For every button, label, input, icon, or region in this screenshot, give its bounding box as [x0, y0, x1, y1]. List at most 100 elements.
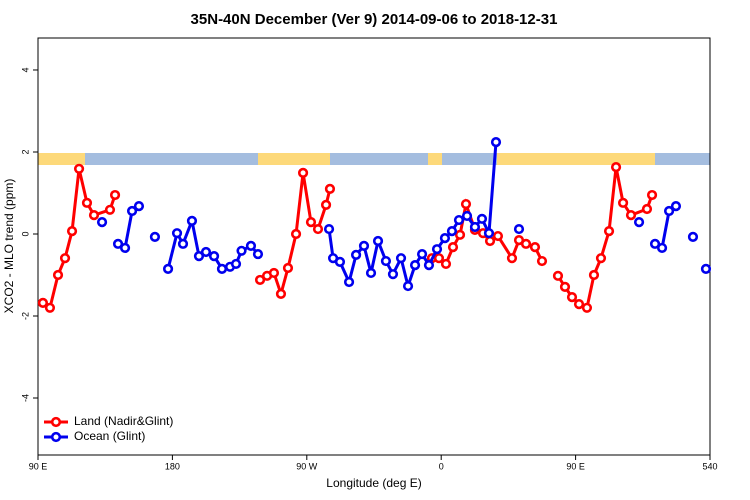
data-point — [446, 226, 458, 237]
data-point — [104, 204, 116, 215]
data-point — [559, 281, 571, 292]
data-point — [88, 210, 100, 221]
data-point — [566, 292, 578, 303]
data-point — [52, 269, 64, 281]
x-tick-label: 90 E — [566, 461, 585, 471]
data-point — [268, 267, 280, 279]
data-point — [149, 231, 161, 242]
data-point — [649, 238, 661, 249]
data-point — [66, 226, 78, 237]
x-tick-label: 90 W — [296, 461, 318, 471]
data-point — [536, 255, 548, 267]
data-point — [663, 205, 675, 217]
data-point — [323, 223, 335, 235]
data-point — [245, 240, 257, 251]
data-point — [431, 244, 443, 255]
data-point — [573, 299, 585, 310]
data-point — [44, 302, 56, 313]
data-point — [461, 210, 473, 222]
data-point — [324, 183, 336, 194]
y-tick-label: -2 — [20, 312, 30, 320]
data-point — [520, 238, 532, 249]
data-point — [254, 274, 266, 286]
data-point — [416, 248, 428, 260]
data-point — [402, 280, 414, 292]
data-point — [334, 256, 346, 267]
data-point — [236, 245, 247, 256]
data-point — [119, 242, 131, 254]
data-point — [439, 232, 451, 244]
x-tick-label: 540 — [702, 461, 717, 471]
data-point — [460, 198, 472, 210]
y-tick-label: 2 — [20, 149, 30, 154]
legend-marker — [50, 431, 62, 443]
data-point — [297, 167, 309, 178]
data-point — [343, 276, 355, 288]
land-band — [497, 153, 655, 165]
data-point — [646, 189, 658, 201]
x-tick-label: 0 — [439, 461, 444, 471]
chart-title: 35N-40N December (Ver 9) 2014-09-06 to 2… — [191, 11, 558, 28]
data-point — [275, 288, 287, 299]
data-point — [193, 251, 205, 262]
data-point — [109, 189, 121, 201]
data-point — [529, 242, 541, 253]
map-strip — [38, 153, 710, 165]
data-point — [365, 267, 377, 279]
data-point — [216, 263, 228, 274]
data-point — [290, 228, 302, 240]
data-point — [453, 214, 465, 226]
data-point — [454, 229, 466, 240]
data-point — [700, 263, 712, 274]
data-point — [625, 210, 637, 221]
data-point — [320, 199, 332, 210]
data-point — [588, 269, 600, 281]
data-point — [447, 242, 459, 253]
data-point — [483, 228, 495, 239]
data-point — [506, 253, 518, 264]
data-point — [282, 262, 294, 274]
data-point — [380, 255, 392, 267]
data-point — [208, 251, 220, 262]
y-tick-label: -4 — [20, 394, 30, 402]
data-point — [656, 242, 668, 254]
legend-marker — [50, 416, 62, 428]
data-point — [81, 197, 93, 208]
land-band — [38, 153, 85, 165]
legend-label: Land (Nadir&Glint) — [74, 414, 173, 428]
data-point — [440, 258, 452, 270]
data-point — [305, 217, 317, 228]
y-tick-label: 4 — [20, 67, 30, 72]
data-point — [133, 201, 145, 212]
data-point — [469, 221, 481, 233]
data-point — [617, 197, 629, 208]
legend-label: Ocean (Glint) — [74, 429, 145, 443]
data-point — [171, 228, 183, 239]
data-point — [186, 215, 198, 226]
data-point — [603, 226, 615, 237]
data-point — [490, 137, 502, 148]
data-point — [350, 249, 362, 261]
land-band — [428, 153, 442, 165]
plot-frame — [37, 37, 711, 456]
y-tick-label: 0 — [20, 231, 30, 236]
data-point — [358, 240, 370, 251]
y-axis-label: XCO2 - MLO trend (ppm) — [2, 179, 16, 314]
data-point — [177, 238, 189, 249]
data-point — [96, 217, 108, 228]
data-point — [200, 246, 212, 258]
data-point — [312, 223, 324, 235]
data-point — [73, 163, 85, 174]
data-point — [670, 201, 682, 212]
data-point — [610, 162, 622, 173]
x-axis-label: Longitude (deg E) — [326, 476, 421, 490]
data-point — [513, 223, 525, 235]
data-point — [230, 258, 242, 270]
data-point — [252, 248, 264, 260]
data-point — [595, 253, 607, 264]
data-point — [112, 238, 124, 249]
land-band — [258, 153, 330, 165]
data-point — [372, 235, 384, 247]
data-point — [59, 253, 71, 264]
